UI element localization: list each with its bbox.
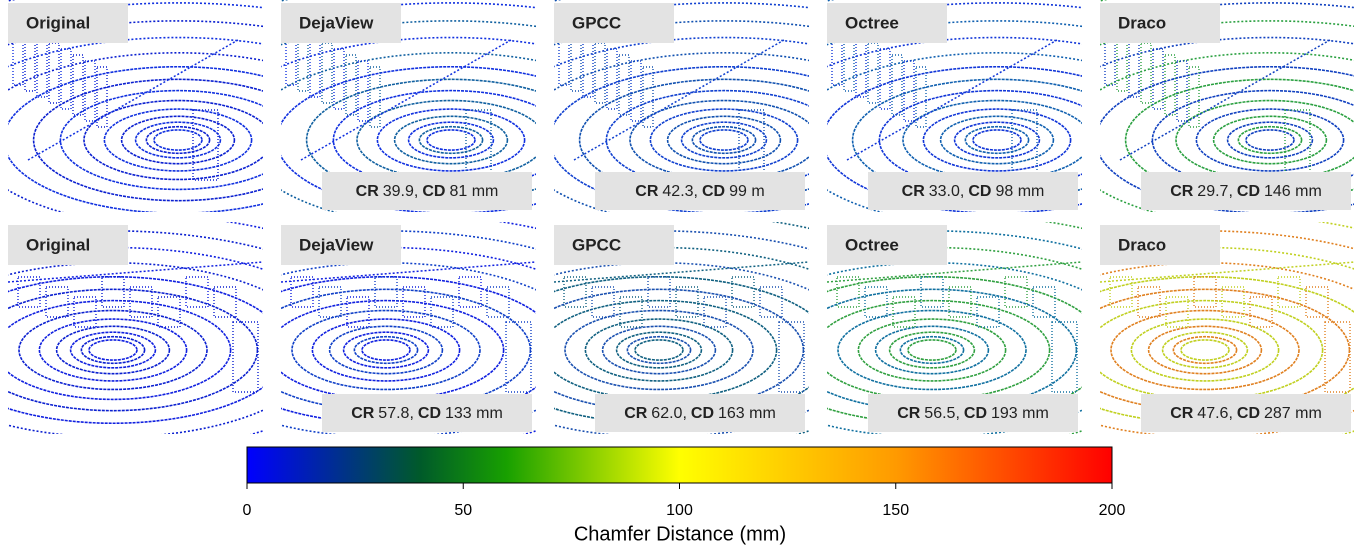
tick-label: 100: [666, 502, 693, 519]
colorbar-label: Chamfer Distance (mm): [574, 523, 786, 545]
method-label: DejaView: [299, 235, 374, 254]
caption-cd: 163 mm: [718, 405, 776, 422]
caption-cd-label: CD: [1237, 183, 1260, 200]
colorbar: [247, 447, 1112, 483]
tick-label: 50: [454, 502, 472, 519]
caption-cr: 29.7,: [1197, 183, 1233, 200]
caption-cd-label: CD: [422, 183, 445, 200]
page: {"rows": [ [{"method": "Original"}, {"me…: [0, 0, 1354, 548]
caption-cr-label: CR: [635, 183, 659, 200]
caption-cd-label: CD: [964, 405, 987, 422]
tick-label: 150: [882, 502, 909, 519]
method-label: GPCC: [572, 235, 621, 254]
caption-cd: 287 mm: [1264, 405, 1322, 422]
caption-cd-label: CD: [418, 405, 441, 422]
caption-cd-label: CD: [1237, 405, 1260, 422]
caption-cr: 56.5,: [924, 405, 960, 422]
figure: OriginalDejaViewCR39.9,CD81 mmGPCCCR42.3…: [0, 0, 1354, 548]
caption-cd-label: CD: [968, 183, 991, 200]
caption-cd: 133 mm: [445, 405, 503, 422]
method-label: Octree: [845, 235, 899, 254]
method-label: GPCC: [572, 13, 621, 32]
method-label: Octree: [845, 13, 899, 32]
caption-cr-label: CR: [897, 405, 921, 422]
caption-cr: 47.6,: [1197, 405, 1233, 422]
caption-cr-label: CR: [1170, 405, 1194, 422]
caption-cr: 39.9,: [383, 183, 419, 200]
caption-cd: 99 m: [729, 183, 765, 200]
caption-cr-label: CR: [351, 405, 375, 422]
caption-cr-label: CR: [624, 405, 648, 422]
caption-cr: 33.0,: [929, 183, 965, 200]
caption-cr: 57.8,: [378, 405, 414, 422]
caption-box: [595, 172, 805, 210]
method-label: Original: [26, 13, 90, 32]
tick-label: 0: [243, 502, 252, 519]
method-label: Draco: [1118, 13, 1166, 32]
caption-cr: 42.3,: [662, 183, 698, 200]
method-label: Draco: [1118, 235, 1166, 254]
caption-cd: 81 mm: [449, 183, 498, 200]
method-label: DejaView: [299, 13, 374, 32]
caption-cd-label: CD: [702, 183, 725, 200]
caption-cr: 62.0,: [651, 405, 687, 422]
method-label: Original: [26, 235, 90, 254]
caption-cd: 98 mm: [995, 183, 1044, 200]
caption-cr-label: CR: [356, 183, 380, 200]
caption-cd: 193 mm: [991, 405, 1049, 422]
caption-cr-label: CR: [1170, 183, 1194, 200]
tick-label: 200: [1099, 502, 1126, 519]
caption-cd: 146 mm: [1264, 183, 1322, 200]
caption-cr-label: CR: [902, 183, 926, 200]
caption-cd-label: CD: [691, 405, 714, 422]
